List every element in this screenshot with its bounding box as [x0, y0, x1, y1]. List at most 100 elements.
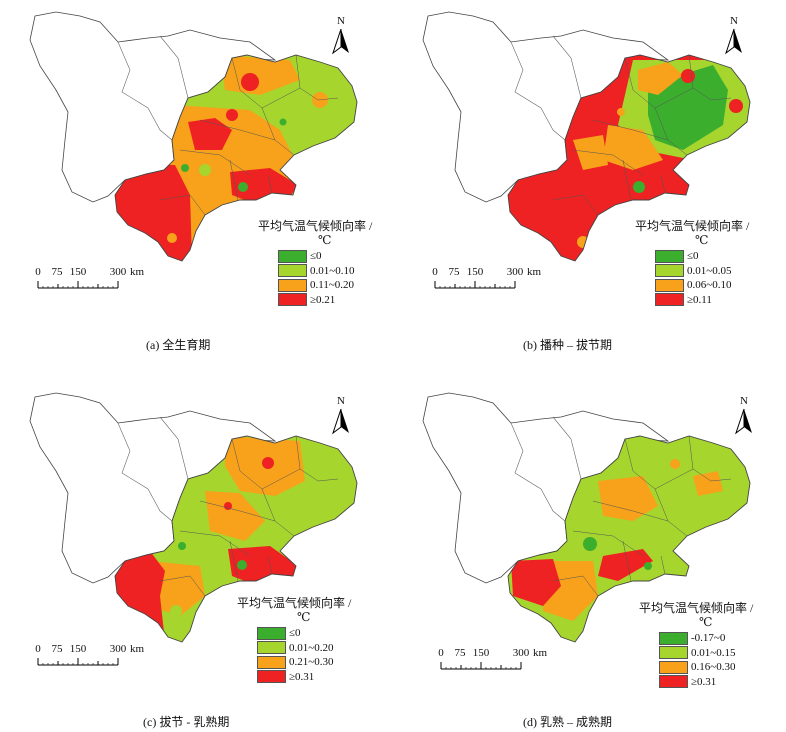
legend-label-2: 0.01~0.15	[691, 646, 736, 659]
legend-a: 平均气温气候倾向率 / ℃ ≤0 0.01~0.10 0.11~0.20 ≥0.…	[258, 219, 372, 307]
legend-label-1: ≤0	[310, 250, 322, 263]
legend-swatch-3	[257, 655, 286, 669]
legend-unit: ℃	[318, 233, 332, 247]
legend-swatch-4	[257, 670, 286, 684]
scale-tick-0: 0	[438, 647, 444, 659]
legend-item-1: ≤0	[258, 249, 372, 264]
north-label: N	[730, 15, 738, 27]
inner-boundary	[117, 35, 189, 141]
north-arrow-b: N	[723, 15, 745, 62]
north-label: N	[337, 395, 345, 407]
map-panel-c: N 平均气温气候倾向率 / ℃ ≤0 0.01~0.20 0.21~0.30 ≥…	[0, 381, 393, 732]
legend-label-3: 0.21~0.30	[289, 656, 334, 669]
district-lines-a	[159, 54, 339, 216]
legend-label-3: 0.16~0.30	[691, 661, 736, 674]
legend-item-2: 0.01~0.10	[258, 264, 372, 279]
north-arrow-icon	[735, 408, 752, 435]
legend-unit: ℃	[699, 615, 713, 629]
scale-tick-0: 0	[35, 643, 41, 655]
sichuan-map-a	[29, 11, 358, 262]
scale-line	[440, 662, 522, 670]
scale-bar-b: 0 75 150 300 km	[432, 266, 543, 292]
scale-tick-75: 75	[51, 266, 63, 278]
scale-unit: km	[130, 266, 145, 278]
scale-tick-75: 75	[51, 643, 63, 655]
legend-swatch-3	[659, 660, 688, 674]
legend-swatch-1	[257, 626, 286, 640]
sichuan-map-d	[422, 392, 751, 643]
map-panel-b: N 平均气温气候倾向率 / ℃ ≤0 0.01~0.05 0.06~0.10 ≥…	[393, 0, 786, 366]
scale-line	[434, 281, 516, 289]
legend-swatch-2	[278, 264, 307, 278]
scale-tick-150: 150	[472, 647, 490, 659]
legend-label-1: ≤0	[687, 250, 699, 263]
legend-item-4: ≥0.11	[635, 293, 749, 308]
north-arrow-icon	[332, 28, 349, 55]
scale-tick-300: 300	[109, 643, 127, 655]
sichuan-map-c	[29, 392, 358, 643]
north-arrow-icon	[725, 28, 742, 55]
legend-swatch-2	[257, 641, 286, 655]
inner-boundary	[510, 35, 582, 141]
inner-boundary	[117, 416, 189, 522]
legend-label-4: ≥0.31	[289, 670, 315, 683]
caption-c: (c) 拔节 - 乳熟期	[143, 715, 230, 729]
caption-a: (a) 全生育期	[146, 338, 211, 352]
legend-item-3: 0.21~0.30	[237, 655, 351, 670]
legend-label-1: -0.17~0	[691, 632, 726, 645]
legend-item-1: ≤0	[635, 249, 749, 264]
scale-bar-c: 0 75 150 300 km	[35, 643, 146, 669]
scale-tick-300: 300	[109, 266, 127, 278]
scale-tick-150: 150	[466, 266, 484, 278]
legend-item-2: 0.01~0.05	[635, 264, 749, 279]
scale-tick-150: 150	[69, 266, 87, 278]
legend-title: 平均气温气候倾向率 /	[639, 601, 754, 615]
legend-label-4: ≥0.31	[691, 675, 717, 688]
district-lines-c	[159, 435, 339, 597]
scale-bar-a: 0 75 150 300 km	[35, 266, 146, 292]
legend-label-3: 0.06~0.10	[687, 279, 732, 292]
scale-line	[37, 658, 119, 666]
legend-swatch-4	[659, 675, 688, 689]
legend-swatch-1	[659, 631, 688, 645]
scale-bar-d: 0 75 150 300 km	[438, 647, 549, 673]
scale-tick-0: 0	[35, 266, 41, 278]
scale-line	[37, 281, 119, 289]
legend-swatch-3	[278, 278, 307, 292]
legend-item-2: 0.01~0.20	[237, 641, 351, 656]
map-panel-a: N 平均气温气候倾向率 / ℃ ≤0 0.01~0.10 0.11~0.20 ≥…	[0, 0, 393, 366]
north-label: N	[337, 15, 345, 27]
north-arrow-icon	[332, 408, 349, 435]
inner-boundary	[510, 416, 582, 522]
legend-label-1: ≤0	[289, 627, 301, 640]
map-panel-d: N 平均气温气候倾向率 / ℃ -0.17~0 0.01~0.15 0.16~0…	[393, 381, 786, 732]
legend-title: 平均气温气候倾向率 /	[237, 596, 352, 610]
legend-item-4: ≥0.31	[639, 675, 753, 690]
legend-item-2: 0.01~0.15	[639, 646, 753, 661]
north-label: N	[740, 395, 748, 407]
legend-swatch-4	[655, 293, 684, 307]
scale-tick-0: 0	[432, 266, 438, 278]
scale-unit: km	[533, 647, 548, 659]
caption-d: (d) 乳熟 – 成熟期	[523, 715, 612, 729]
legend-swatch-4	[278, 293, 307, 307]
scale-tick-75: 75	[454, 647, 466, 659]
legend-unit: ℃	[695, 233, 709, 247]
legend-item-3: 0.06~0.10	[635, 278, 749, 293]
legend-item-3: 0.11~0.20	[258, 278, 372, 293]
legend-title: 平均气温气候倾向率 /	[635, 219, 750, 233]
legend-b: 平均气温气候倾向率 / ℃ ≤0 0.01~0.05 0.06~0.10 ≥0.…	[635, 219, 749, 307]
legend-c: 平均气温气候倾向率 / ℃ ≤0 0.01~0.20 0.21~0.30 ≥0.…	[237, 596, 351, 684]
district-lines-d	[552, 435, 732, 597]
scale-tick-150: 150	[69, 643, 87, 655]
north-arrow-c: N	[330, 395, 352, 442]
legend-label-4: ≥0.21	[310, 293, 336, 306]
caption-b: (b) 播种 – 拔节期	[523, 338, 612, 352]
north-arrow-a: N	[330, 15, 352, 62]
legend-swatch-3	[655, 278, 684, 292]
legend-label-2: 0.01~0.05	[687, 264, 732, 277]
legend-item-4: ≥0.31	[237, 670, 351, 685]
legend-title: 平均气温气候倾向率 /	[258, 219, 373, 233]
north-arrow-d: N	[733, 395, 755, 442]
scale-tick-300: 300	[506, 266, 524, 278]
